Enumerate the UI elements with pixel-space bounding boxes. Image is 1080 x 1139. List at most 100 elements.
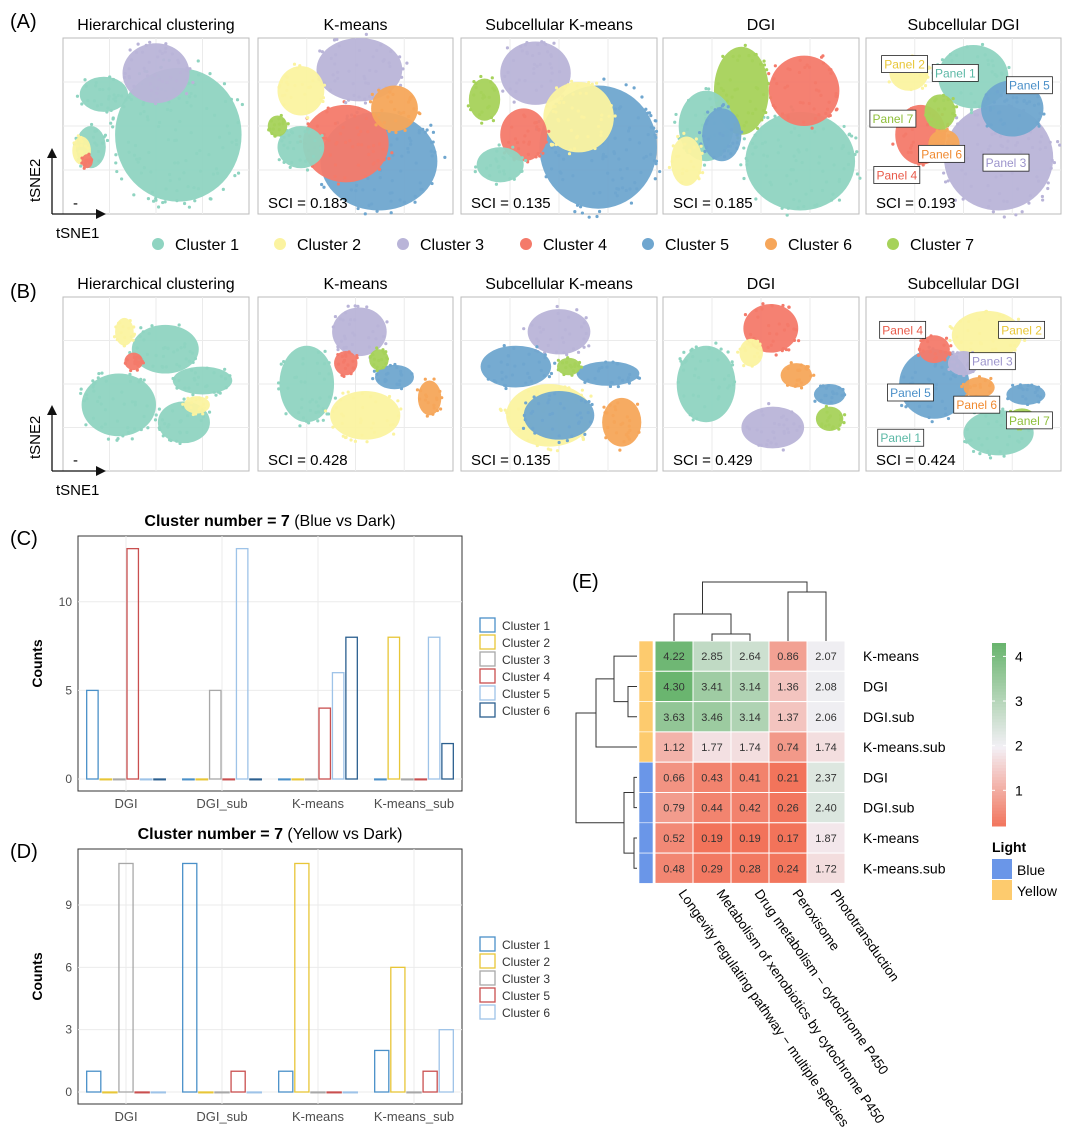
cell-point [541,151,545,155]
cell-point [904,405,908,409]
cell-point [219,374,223,378]
cell-point [150,190,155,194]
cluster-region [543,82,614,153]
cell-point [951,373,955,377]
cell-point [940,399,944,403]
colorbar-step [992,661,1006,665]
cell-point [910,127,915,132]
cell-point [164,187,168,191]
cell-point [929,122,933,126]
cell-point [735,133,739,137]
cell-point [495,149,499,153]
cell-point [207,153,211,157]
cell-point [333,79,337,83]
cell-point [526,438,530,442]
cell-point [279,362,283,366]
cell-value: 1.37 [777,712,798,724]
cell-point [548,412,552,417]
y-tick-label: 0 [65,1085,72,1099]
cell-point [344,353,348,357]
cell-point [976,55,980,59]
cell-point [281,118,285,122]
cell-point [500,370,504,374]
cell-point [855,172,860,176]
cell-point [940,365,944,369]
cluster-region [676,345,736,423]
cell-point [100,425,104,429]
cell-point [785,383,790,387]
cell-point [480,121,484,125]
cell-point [953,113,957,117]
cell-point [629,201,634,205]
cell-point [505,46,510,50]
cell-point [157,407,161,411]
cluster-region [739,338,763,367]
colorbar-tick: 1 [1015,782,1023,798]
cell-point [694,137,698,141]
colorbar-step [992,752,1006,757]
colorbar-step [992,822,1006,827]
cell-point [108,75,112,79]
cell-point [286,122,290,126]
cell-point [818,384,823,388]
cell-point [1013,348,1017,352]
cell-point [925,123,930,127]
bar [374,778,387,781]
cell-value: 1.72 [815,863,836,875]
cell-point [96,376,100,380]
cell-point [986,204,991,209]
cell-point [840,393,844,397]
cell-point [736,58,740,62]
cell-point [575,203,580,207]
cell-point [781,303,785,308]
cell-point [374,69,378,73]
cell-point [736,350,740,354]
cell-point [1017,113,1022,118]
cell-point [193,357,197,361]
cell-point [351,366,355,370]
cell-point [750,364,754,368]
cell-point [604,360,608,364]
panel-label: Panel 4 [876,168,917,182]
cell-point [506,354,511,358]
cell-point [613,114,617,118]
cell-point [158,49,162,53]
cell-point [146,426,150,430]
cell-point [415,388,420,392]
cell-point [966,329,970,333]
cell-point [558,318,562,323]
cell-point [347,350,351,354]
cell-point [595,214,599,219]
cell-point [341,360,346,364]
cell-point [965,363,970,367]
colorbar-step [992,719,1006,723]
cell-point [765,68,769,72]
cell-point [986,422,990,426]
cell-point [653,133,657,137]
cell-value: 0.41 [739,772,760,784]
cell-point [375,48,379,53]
cell-point [763,140,767,144]
cell-point [367,345,371,349]
cell-point [682,131,686,136]
cell-point [1015,140,1020,145]
cell-point [1021,394,1025,399]
cell-point [298,64,302,68]
cell-point [600,365,604,370]
cell-point [176,161,180,165]
cell-point [167,423,171,427]
cell-point [751,111,755,116]
cell-point [917,347,922,351]
cell-point [321,99,325,104]
cell-point [819,93,823,97]
cell-point [160,418,165,422]
cell-point [794,158,798,163]
cell-point [829,146,833,151]
cell-point [508,177,512,181]
cell-point [1027,137,1031,141]
cluster-region [122,43,190,104]
y-axis-label: Counts [29,952,45,1000]
cell-point [191,360,195,365]
cell-point [581,437,585,441]
